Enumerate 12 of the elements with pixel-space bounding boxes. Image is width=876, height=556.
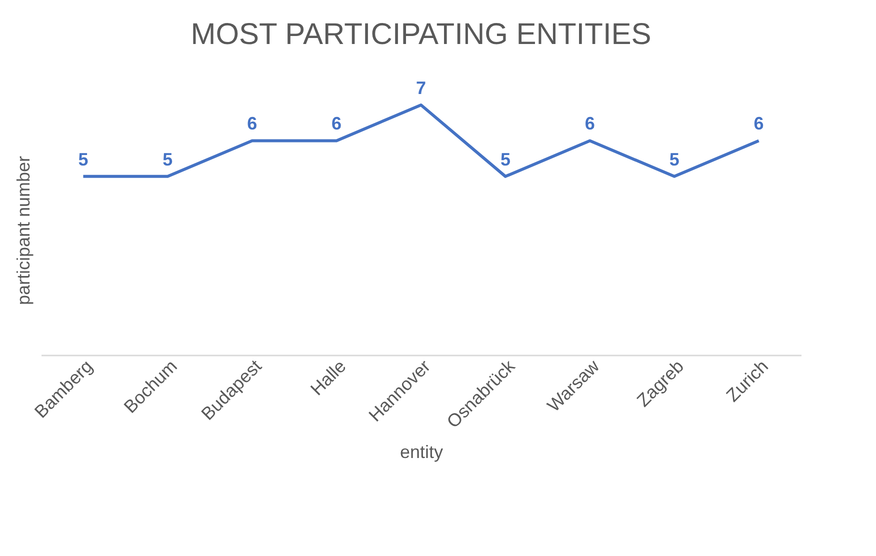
x-axis-title: entity	[400, 442, 444, 462]
data-label: 5	[78, 149, 88, 170]
data-label: 6	[584, 114, 595, 134]
data-label: 6	[332, 114, 342, 134]
data-label: 5	[162, 149, 173, 170]
data-label: 7	[416, 78, 426, 98]
data-label: 6	[247, 114, 258, 134]
data-label: 5	[669, 149, 680, 170]
y-axis-title: participant number	[14, 156, 34, 306]
data-label: 5	[500, 149, 510, 170]
chart-title: MOST PARTICIPATING ENTITIES	[190, 18, 652, 51]
data-label: 6	[754, 114, 764, 134]
